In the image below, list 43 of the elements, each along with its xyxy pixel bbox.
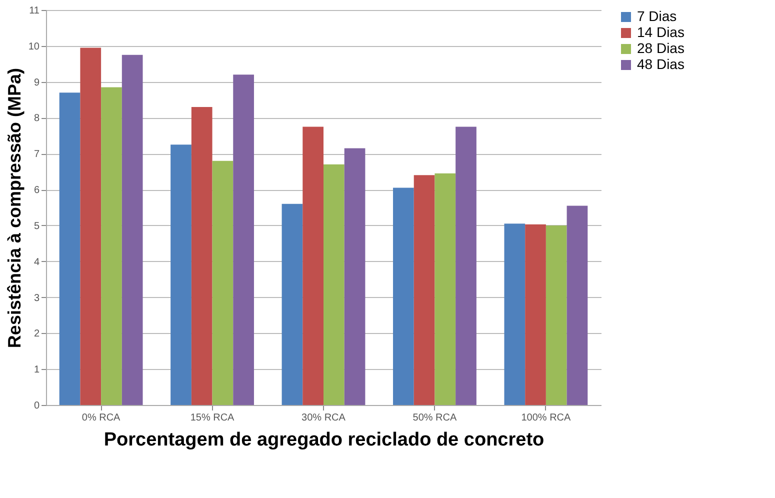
y-axis-title: Resistência à compressão (MPa): [4, 68, 24, 348]
y-tick-label: 11: [29, 6, 40, 16]
legend-label: 28 Dias: [637, 40, 684, 56]
x-axis-title: Porcentagem de agregado reciclado de concreto: [104, 430, 544, 450]
bar: [191, 106, 212, 405]
bar: [59, 92, 80, 405]
x-tick-label: 50% RCA: [412, 412, 458, 424]
bar: [101, 87, 122, 405]
y-tick-label: 5: [34, 220, 40, 232]
y-tick-label: 1: [34, 364, 40, 376]
y-tick-label: 10: [28, 41, 40, 52]
x-tick-label: 15% RCA: [190, 412, 235, 424]
bar: [324, 164, 344, 405]
bar: [233, 74, 254, 405]
legend-label: 48 Dias: [637, 56, 684, 72]
bar: [344, 148, 366, 405]
bar: [456, 126, 476, 405]
y-tick-label: 2: [34, 328, 40, 340]
y-tick-label: 3: [34, 292, 40, 304]
legend-label: 14 Dias: [637, 24, 684, 40]
bar: [80, 48, 102, 405]
bar: [525, 224, 546, 405]
bar: [546, 225, 567, 405]
bar: [170, 144, 192, 405]
bar: [504, 224, 526, 405]
bar: [393, 188, 414, 405]
bar: [212, 160, 234, 405]
bar: [414, 175, 435, 405]
y-tick-label: 9: [34, 77, 40, 88]
x-tick-label: 0% RCA: [82, 412, 121, 424]
bar: [566, 206, 588, 405]
x-tick-label: 30% RCA: [302, 412, 346, 424]
y-tick-label: 4: [34, 256, 40, 268]
legend-label: 7 Dias: [637, 8, 677, 24]
bar: [282, 204, 303, 405]
y-tick-label: 0: [34, 400, 40, 412]
bar: [122, 54, 143, 405]
bar: [302, 126, 324, 405]
y-tick-label: 6: [34, 185, 40, 196]
y-tick-label: 7: [34, 149, 40, 160]
bar: [434, 173, 456, 405]
y-tick-label: 8: [34, 113, 40, 124]
x-tick-label: 100% RCA: [521, 412, 572, 424]
